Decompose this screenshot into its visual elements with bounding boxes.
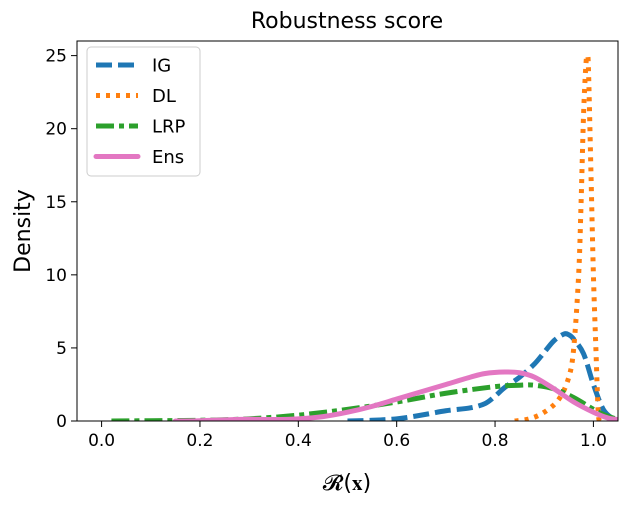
x-tick-label: 0.8 (482, 431, 509, 451)
series-line-lrp (111, 382, 618, 421)
x-axis-label: 𝓡̂(𝐱) (323, 471, 371, 496)
y-tick-label: 15 (45, 193, 67, 213)
series-layer (111, 53, 618, 421)
x-tick-label: 0.4 (285, 431, 312, 451)
x-axis-ticks: 0.0 0.2 0.4 0.6 0.8 1.0 (88, 421, 607, 451)
y-tick-label: 0 (56, 412, 67, 432)
y-tick-label: 10 (45, 266, 67, 286)
y-axis-ticks: 0 5 10 15 20 25 (45, 47, 77, 432)
x-tick-label: 1.0 (580, 431, 607, 451)
legend: IG DL LRP Ens (86, 46, 201, 177)
y-axis-label: Density (11, 189, 36, 273)
series-line-dl (514, 53, 604, 421)
series-line-ig (347, 331, 618, 421)
legend-label-ig: IG (152, 56, 171, 77)
x-tick-label: 0.0 (88, 431, 115, 451)
legend-label-dl: DL (152, 86, 176, 107)
legend-label-lrp: LRP (152, 117, 186, 138)
x-tick-label: 0.2 (186, 431, 213, 451)
y-tick-label: 25 (45, 47, 67, 67)
y-tick-label: 5 (56, 339, 67, 359)
legend-box (86, 46, 201, 177)
legend-label-ens: Ens (152, 147, 184, 168)
x-tick-label: 0.6 (383, 431, 410, 451)
y-tick-label: 20 (45, 120, 67, 140)
plot-frame (76, 40, 619, 422)
chart-title: Robustness score (251, 9, 443, 34)
series-line-ens (172, 369, 618, 421)
